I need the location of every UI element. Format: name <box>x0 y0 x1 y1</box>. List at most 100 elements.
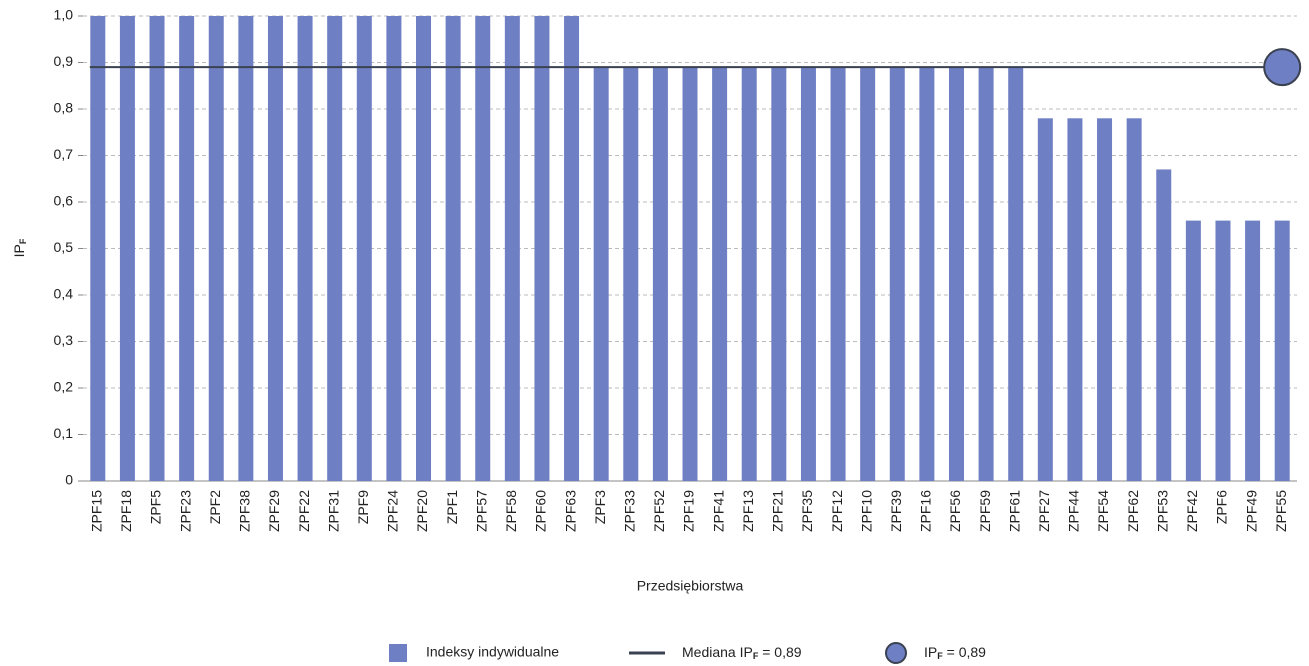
x-tick-label: ZPF1 <box>444 490 460 524</box>
bar <box>238 16 254 481</box>
legend-label-part: = 0,89 <box>943 644 986 660</box>
legend-label: Indeksy indywidualne <box>426 644 559 660</box>
bar <box>327 16 343 481</box>
legend-label: IPF = 0,89 <box>924 644 986 662</box>
x-tick-label: ZPF5 <box>148 490 164 524</box>
bar <box>1156 169 1172 481</box>
y-tick-label: 0,6 <box>54 193 74 209</box>
x-tick-label: ZPF15 <box>89 490 105 532</box>
bar <box>1245 220 1261 481</box>
y-axis-title-main: IP <box>11 244 27 257</box>
x-tick-label: ZPF44 <box>1066 490 1082 532</box>
bar <box>356 16 372 481</box>
x-tick-label: ZPF53 <box>1154 490 1170 532</box>
bar <box>416 16 432 481</box>
bar <box>1067 118 1083 482</box>
bar <box>889 67 905 482</box>
legend-label-part: F <box>753 651 759 661</box>
x-tick-label: ZPF18 <box>118 490 134 532</box>
y-tick-label: 0,4 <box>54 286 74 302</box>
bar <box>1215 220 1231 481</box>
legend-label: Mediana IPF = 0,89 <box>682 644 802 662</box>
x-tick-label: ZPF2 <box>207 490 223 524</box>
x-tick-label: ZPF55 <box>1273 490 1289 532</box>
bar <box>445 16 461 481</box>
bar <box>475 16 491 481</box>
x-tick-label: ZPF52 <box>651 490 667 532</box>
x-tick-label: ZPF24 <box>385 490 401 532</box>
bar <box>1008 67 1024 482</box>
bar <box>712 67 728 482</box>
x-tick-label: ZPF58 <box>503 490 519 532</box>
x-tick-label: ZPF33 <box>621 490 637 532</box>
y-tick-label: 0,2 <box>54 379 74 395</box>
bar <box>830 67 846 482</box>
y-axis-title: IPF <box>11 238 29 257</box>
x-tick-label: ZPF9 <box>355 490 371 524</box>
bar <box>1037 118 1053 482</box>
bar <box>623 67 639 482</box>
bar <box>504 16 520 481</box>
bar <box>149 16 165 481</box>
bar <box>297 16 313 481</box>
x-tick-label: ZPF29 <box>266 490 282 532</box>
x-tick-label: ZPF16 <box>918 490 934 532</box>
legend-label-part: F <box>937 651 943 661</box>
x-tick-label: ZPF59 <box>977 490 993 532</box>
y-tick-label: 0,1 <box>54 425 74 441</box>
legend-label-part: IP <box>924 644 937 660</box>
x-tick-label: ZPF12 <box>829 490 845 532</box>
bar <box>386 16 402 481</box>
legend-label-part: Mediana IP <box>682 644 753 660</box>
x-tick-label: ZPF61 <box>1006 490 1022 532</box>
x-tick-label: ZPF41 <box>710 490 726 532</box>
y-tick-label: 0,3 <box>54 332 74 348</box>
y-tick-label: 0,8 <box>54 100 74 116</box>
x-tick-label: ZPF20 <box>414 490 430 532</box>
x-tick-label: ZPF56 <box>947 490 963 532</box>
y-tick-label: 0,9 <box>54 53 74 69</box>
x-tick-label: ZPF39 <box>888 490 904 532</box>
bar <box>179 16 195 481</box>
bar <box>919 67 935 482</box>
x-tick-label: ZPF22 <box>296 490 312 532</box>
bar <box>119 16 135 481</box>
bar <box>800 67 816 482</box>
y-axis-title-sub: F <box>18 238 28 244</box>
median-point <box>1263 48 1302 87</box>
bar <box>593 67 609 482</box>
x-tick-label: ZPF3 <box>592 490 608 524</box>
y-tick-label: 0,5 <box>54 239 74 255</box>
x-tick-label: ZPF63 <box>562 490 578 532</box>
legend-label-part: = 0,89 <box>758 644 801 660</box>
bar <box>1274 220 1290 481</box>
bar <box>771 67 787 482</box>
x-tick-label: ZPF42 <box>1184 490 1200 532</box>
bar <box>860 67 876 482</box>
bar <box>652 67 668 482</box>
bar <box>978 67 994 482</box>
x-tick-label: ZPF62 <box>1125 490 1141 532</box>
x-tick-label: ZPF21 <box>770 490 786 532</box>
legend-circle <box>885 642 907 664</box>
y-tick-label: 0,7 <box>54 146 74 162</box>
bar <box>1097 118 1113 482</box>
x-tick-label: ZPF31 <box>325 490 341 532</box>
bar <box>1126 118 1142 482</box>
x-tick-label: ZPF23 <box>177 490 193 532</box>
x-tick-label: ZPF6 <box>1214 490 1230 524</box>
x-tick-label: ZPF57 <box>473 490 489 532</box>
bar <box>208 16 224 481</box>
x-tick-label: ZPF19 <box>681 490 697 532</box>
x-axis-title: Przedsiębiorstwa <box>637 578 744 594</box>
legend-swatch <box>389 644 407 662</box>
bar <box>948 67 964 482</box>
bar <box>1185 220 1201 481</box>
bar <box>90 16 106 481</box>
y-tick-label: 1,0 <box>54 7 74 23</box>
x-tick-label: ZPF49 <box>1243 490 1259 532</box>
x-tick-label: ZPF54 <box>1095 490 1111 532</box>
x-tick-label: ZPF10 <box>858 490 874 532</box>
x-tick-label: ZPF27 <box>1036 490 1052 532</box>
